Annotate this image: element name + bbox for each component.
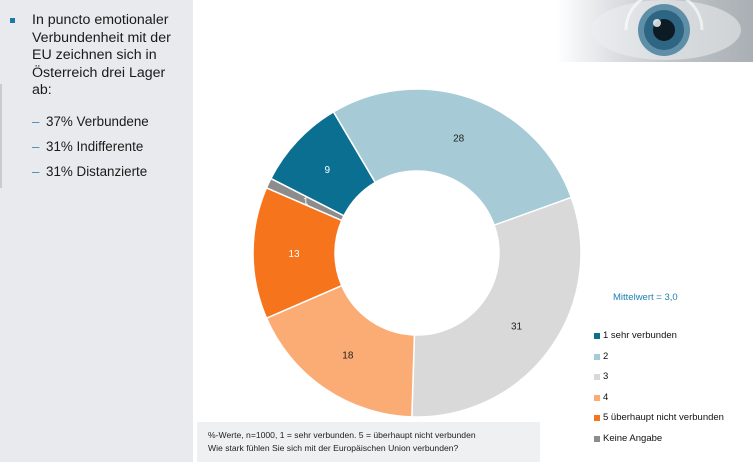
donut-slice-3 <box>411 196 582 418</box>
dash-icon: – <box>32 164 40 179</box>
eye-illustration <box>591 0 741 60</box>
eye-photo <box>556 0 753 62</box>
dash-icon: – <box>32 139 40 154</box>
footnote-question: Wie stark fühlen Sie sich mit der Europä… <box>208 443 459 453</box>
footnote-line-1: %-Werte, n=1000, 1 = sehr verbunden. 5 =… <box>208 430 476 440</box>
slice-value-label-2: 28 <box>453 133 465 144</box>
slice-value-label-1: 9 <box>325 165 331 176</box>
donut-slice-4 <box>265 284 416 418</box>
summary-main-text: In puncto emotionaler Verbundenheit mit … <box>32 12 171 99</box>
legend-label: Keine Angabe <box>603 432 663 444</box>
legend-label: 2 <box>603 350 609 362</box>
summary-group-label: 37% Verbundene <box>46 114 149 129</box>
slice-value-label-6: 1 <box>303 197 309 208</box>
bullet-square-icon <box>10 18 15 23</box>
legend-swatch <box>594 394 600 401</box>
legend-swatch <box>594 435 600 442</box>
legend-swatch <box>594 353 600 360</box>
legend-label: 1 sehr verbunden <box>603 330 677 341</box>
summary-group-label: 31% Indifferente <box>46 139 144 154</box>
dash-icon: – <box>32 114 40 129</box>
donut-slice-2 <box>332 88 573 227</box>
summary-group-label: 31% Distanzierte <box>46 164 148 179</box>
summary-panel: In puncto emotionaler Verbundenheit mit … <box>0 0 193 462</box>
legend-swatch <box>594 333 600 339</box>
legend-label: 4 <box>603 391 609 403</box>
legend-label: 3 <box>603 371 609 382</box>
donut-slice-6 <box>265 177 345 222</box>
legend-swatch <box>594 415 600 421</box>
summary-group-distanzierte: –31% Distanzierte <box>32 164 147 179</box>
slice-value-label-5: 13 <box>288 249 300 260</box>
summary-group-verbundene: –37% Verbundene <box>32 114 149 129</box>
mean-value-label: Mittelwert = 3,0 <box>613 292 678 303</box>
legend-label: 5 überhaupt nicht verbunden <box>603 412 724 423</box>
slice-value-label-3: 31 <box>511 321 523 332</box>
summary-group-indifferente: –31% Indifferente <box>32 139 143 154</box>
panel-edge-divider <box>0 84 2 188</box>
legend-swatch <box>594 374 600 380</box>
slice-value-label-4: 18 <box>342 351 354 362</box>
chart-footnote: %-Werte, n=1000, 1 = sehr verbunden. 5 =… <box>197 422 540 462</box>
